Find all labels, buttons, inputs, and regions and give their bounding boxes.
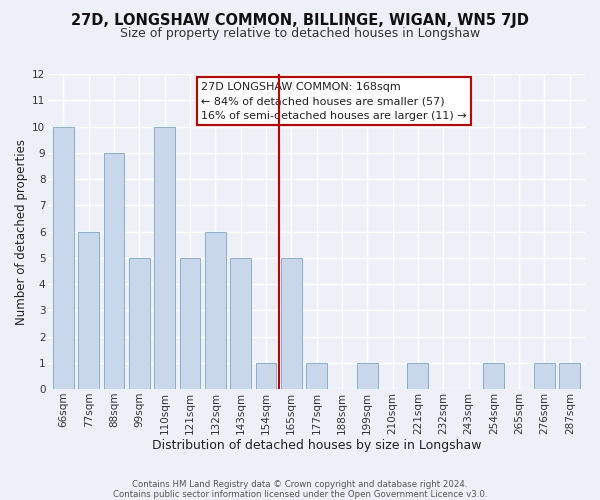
Bar	[306, 363, 327, 389]
Bar	[230, 258, 251, 389]
Bar	[154, 126, 175, 389]
Bar	[129, 258, 150, 389]
Text: 27D LONGSHAW COMMON: 168sqm
← 84% of detached houses are smaller (57)
16% of sem: 27D LONGSHAW COMMON: 168sqm ← 84% of det…	[201, 82, 467, 120]
X-axis label: Distribution of detached houses by size in Longshaw: Distribution of detached houses by size …	[152, 440, 481, 452]
Bar	[407, 363, 428, 389]
Text: 27D, LONGSHAW COMMON, BILLINGE, WIGAN, WN5 7JD: 27D, LONGSHAW COMMON, BILLINGE, WIGAN, W…	[71, 12, 529, 28]
Y-axis label: Number of detached properties: Number of detached properties	[15, 138, 28, 324]
Bar	[53, 126, 74, 389]
Bar	[281, 258, 302, 389]
Text: Contains HM Land Registry data © Crown copyright and database right 2024.
Contai: Contains HM Land Registry data © Crown c…	[113, 480, 487, 499]
Bar	[256, 363, 277, 389]
Bar	[104, 153, 124, 389]
Bar	[534, 363, 555, 389]
Bar	[357, 363, 377, 389]
Bar	[559, 363, 580, 389]
Bar	[179, 258, 200, 389]
Bar	[205, 232, 226, 389]
Text: Size of property relative to detached houses in Longshaw: Size of property relative to detached ho…	[120, 28, 480, 40]
Bar	[484, 363, 504, 389]
Bar	[79, 232, 99, 389]
